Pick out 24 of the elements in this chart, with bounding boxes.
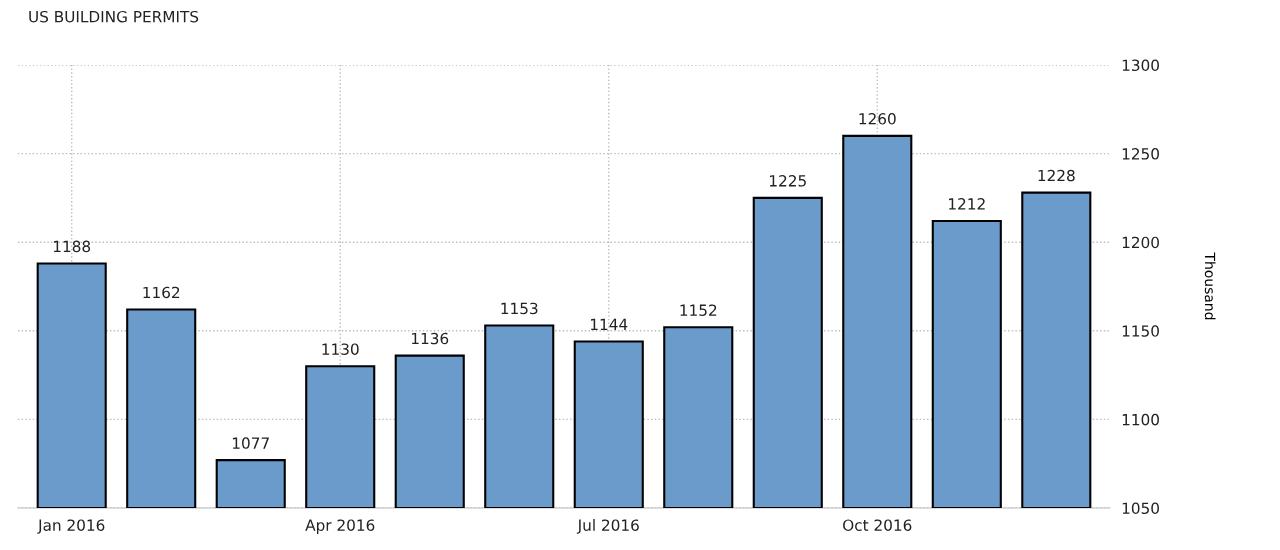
data-label: 1136 <box>411 332 449 345</box>
data-label: 1260 <box>859 113 896 125</box>
chart-title: US BUILDING PERMITS <box>29 10 199 23</box>
data-label: 1162 <box>143 286 180 299</box>
y-tick-label: 1050 <box>1122 502 1159 515</box>
data-label: 1188 <box>53 240 91 253</box>
data-label: 1228 <box>1038 169 1075 182</box>
data-label: 1077 <box>232 437 269 449</box>
x-tick-label: Jul 2016 <box>576 519 639 534</box>
y-tick-label: 1150 <box>1122 325 1159 337</box>
y-axis-title: Thousand <box>1204 252 1216 320</box>
data-label: 1153 <box>501 302 538 315</box>
x-tick-label: Oct 2016 <box>843 519 912 531</box>
data-label: 1144 <box>590 318 628 330</box>
x-tick-label: Apr 2016 <box>305 519 375 534</box>
data-label: 1152 <box>680 304 717 316</box>
y-tick-label: 1100 <box>1122 413 1159 426</box>
data-label: 1225 <box>770 175 806 187</box>
data-label: 1212 <box>949 198 985 210</box>
y-tick-label: 1300 <box>1122 59 1159 72</box>
y-tick-label: 1250 <box>1122 148 1159 160</box>
data-label: 1130 <box>322 343 359 355</box>
x-tick-label: Jan 2016 <box>37 519 105 534</box>
y-tick-label: 1200 <box>1122 236 1159 249</box>
